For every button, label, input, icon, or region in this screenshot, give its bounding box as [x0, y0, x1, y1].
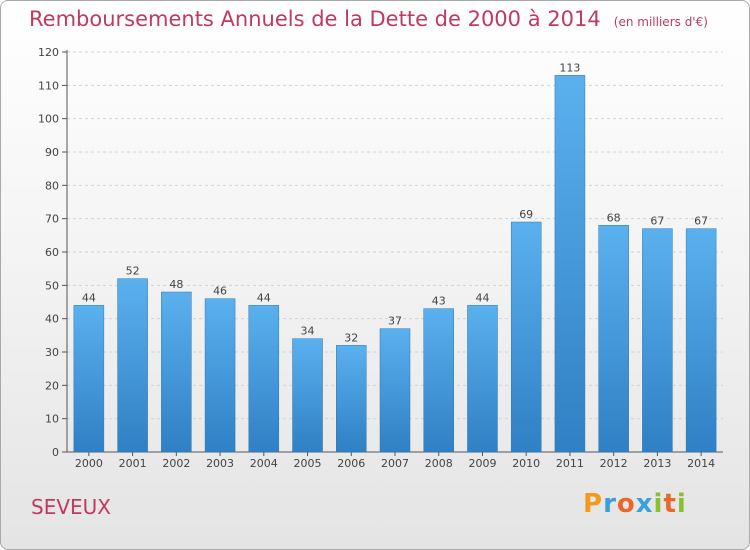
data-label: 52 [126, 265, 140, 278]
bar-2008 [423, 308, 454, 453]
bar-2011 [554, 75, 586, 453]
data-labels: 44 52 48 46 44 34 32 37 43 44 69 113 68 67 67 [82, 61, 708, 344]
y-tick-label: 120 [38, 46, 59, 59]
data-label: 113 [559, 61, 580, 74]
logo-letter: i [676, 489, 687, 519]
y-tick-label: 10 [45, 413, 59, 426]
data-label: 37 [388, 315, 402, 328]
x-tick-label: 2004 [250, 457, 278, 470]
data-label: 67 [694, 215, 708, 228]
bar-2014 [685, 228, 717, 453]
x-tick-label: 2009 [468, 457, 496, 470]
x-tick-label: 2001 [119, 457, 147, 470]
logo-letter: P [583, 489, 604, 519]
bar-2005 [292, 338, 323, 453]
y-tick-label: 110 [38, 79, 59, 92]
y-tick-label: 60 [45, 246, 59, 259]
data-label: 69 [519, 208, 533, 221]
chart-subtitle: (en milliers d'€) [613, 15, 708, 29]
y-tick-label: 40 [45, 313, 59, 326]
y-tick-label: 100 [38, 113, 59, 126]
data-label: 48 [169, 278, 183, 291]
x-tick-label: 2003 [206, 457, 234, 470]
x-tick-label: 2014 [687, 457, 715, 470]
bar-2001 [117, 278, 148, 453]
data-label: 67 [650, 215, 664, 228]
y-tick-label: 30 [45, 346, 59, 359]
data-label: 68 [607, 211, 621, 224]
logo-letter: i [653, 489, 664, 519]
bar-2012 [598, 225, 629, 453]
x-tick-label: 2006 [337, 457, 365, 470]
x-tick-label: 2013 [643, 457, 671, 470]
y-tick-label: 80 [45, 179, 59, 192]
bar-2000 [73, 305, 105, 453]
y-tick-label: 20 [45, 379, 59, 392]
x-tick-label: 2012 [600, 457, 628, 470]
axes: 0 10 20 30 40 50 60 70 80 90 100 110 120 2000 2001 2002… [38, 46, 723, 470]
y-tick-label: 50 [45, 279, 59, 292]
bars [73, 75, 717, 453]
x-tick-label: 2002 [162, 457, 190, 470]
logo-letter: r [603, 489, 617, 519]
y-tick-label: 0 [52, 446, 59, 459]
x-tick-label: 2011 [556, 457, 584, 470]
x-tick-label: 2005 [294, 457, 322, 470]
data-label: 44 [475, 291, 489, 304]
x-tick-label: 2008 [425, 457, 453, 470]
chart-title-block: Remboursements Annuels de la Dette de 20… [29, 7, 708, 31]
bar-2006 [336, 345, 367, 453]
y-tick-label: 90 [45, 146, 59, 159]
data-label: 44 [82, 291, 96, 304]
data-label: 34 [301, 325, 315, 338]
bar-2002 [161, 291, 192, 453]
bar-2004 [248, 305, 280, 453]
data-label: 44 [257, 291, 271, 304]
bar-2013 [642, 228, 673, 453]
bar-2007 [379, 328, 411, 453]
x-tick-label: 2010 [512, 457, 540, 470]
bar-2009 [467, 305, 498, 453]
x-tick-label: 2000 [75, 457, 103, 470]
bar-2010 [510, 221, 542, 453]
x-tick-label: 2007 [381, 457, 409, 470]
logo-letter: t [663, 489, 677, 519]
data-label: 43 [432, 295, 446, 308]
proxiti-logo: Proxiti [583, 489, 687, 519]
data-label: 32 [344, 331, 358, 344]
data-label: 46 [213, 285, 227, 298]
bar-2003 [204, 298, 236, 453]
logo-letter: x [635, 489, 654, 519]
chart-title: Remboursements Annuels de la Dette de 20… [29, 7, 601, 31]
logo-letter: o [616, 489, 636, 519]
commune-name: SEVEUX [31, 495, 111, 519]
y-tick-label: 70 [45, 213, 59, 226]
